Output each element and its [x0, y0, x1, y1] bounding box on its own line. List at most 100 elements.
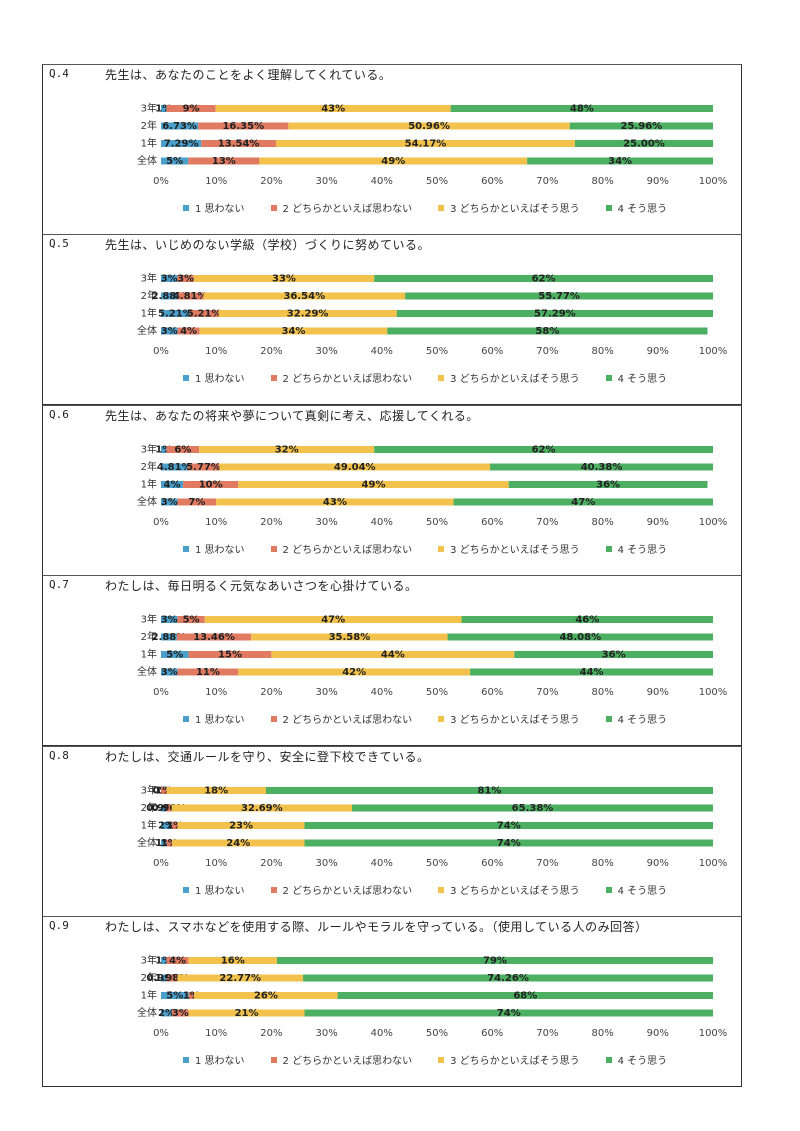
bar-segment — [177, 974, 304, 982]
data-label: 5.77% — [186, 462, 221, 473]
bar-segment — [238, 481, 509, 488]
bar-segment — [161, 446, 167, 453]
question-number: Q.7 — [49, 578, 69, 591]
x-tick-label: 60% — [481, 858, 503, 869]
data-label: 25.96% — [621, 121, 663, 132]
bar-segment — [161, 463, 188, 471]
legend-label: 2 どちらかといえば思わない — [282, 374, 413, 385]
bar-segment — [304, 822, 713, 829]
x-tick-label: 90% — [647, 346, 669, 357]
legend: 1 思わない 2 どちらかといえば思わない 3 どちらかといえばそう思う 4 そう思う — [183, 882, 693, 897]
legend-item: 3 どちらかといえばそう思う — [438, 541, 580, 556]
bar-segment — [166, 787, 266, 794]
bar-segment — [201, 140, 276, 147]
bar-segment — [161, 633, 177, 641]
legend-swatch — [605, 715, 612, 722]
data-label: 49% — [362, 480, 386, 491]
data-label: 40.38% — [581, 462, 623, 473]
question-number: Q.8 — [49, 749, 69, 762]
data-label: 1% — [155, 445, 172, 456]
data-label: 24% — [226, 838, 250, 849]
legend-item: 3 どちらかといえばそう思う — [438, 711, 580, 726]
question-panel: Q.8 わたしは、交通ルールを守り、安全に登下校できている。 3年 0% 1% 18% 81… — [42, 746, 742, 917]
x-tick-label: 10% — [205, 1028, 227, 1039]
data-label: 62% — [532, 274, 556, 285]
stacked-bar-chart: 3年 3% 3% 33% 62%2年2.88%4.81% 36.54% 55.77%1年 5.… — [137, 272, 728, 358]
data-label: 3% — [161, 274, 178, 285]
bar-segment — [352, 804, 713, 812]
bar-segment — [569, 122, 713, 130]
x-tick-label: 10% — [205, 517, 227, 528]
question-number: Q.4 — [49, 67, 69, 80]
question-panel: Q.6 先生は、あなたの将来や夢について真剣に考え、応援してくれる。 3年 1% 6% 3… — [42, 405, 742, 576]
x-tick-label: 100% — [699, 858, 728, 869]
x-tick-label: 60% — [481, 176, 503, 187]
data-label: 34% — [282, 326, 306, 337]
data-label: 48.08% — [559, 632, 601, 643]
data-label: 15% — [218, 650, 242, 661]
legend-label: 4 そう思う — [617, 886, 668, 897]
x-tick-label: 100% — [699, 176, 728, 187]
data-label: 49.04% — [334, 462, 376, 473]
bar-segment — [161, 498, 178, 506]
question-number: Q.6 — [49, 408, 69, 421]
bar-segment — [508, 481, 708, 488]
x-tick-label: 100% — [699, 346, 728, 357]
question-title: わたしは、毎日明るく元気なあいさつを心掛けている。 — [105, 579, 418, 593]
data-label: 3% — [161, 326, 178, 337]
data-label: 4.81% — [157, 462, 192, 473]
bar-segment — [199, 446, 375, 453]
bar-segment — [161, 957, 167, 964]
x-tick-label: 80% — [591, 346, 613, 357]
legend-item: 4 そう思う — [605, 370, 667, 385]
bar-segment — [161, 992, 189, 999]
legend-item: 1 思わない — [183, 541, 245, 556]
data-label: 44% — [381, 650, 405, 661]
bar-segment — [176, 292, 204, 300]
bar-segment — [304, 839, 713, 847]
bar-segment — [447, 633, 713, 641]
x-tick-label: 50% — [426, 346, 448, 357]
question-panel: Q.7 わたしは、毎日明るく元気なあいさつを心掛けている。 3年 3% 5% 47% 46%… — [42, 575, 742, 746]
x-tick-label: 30% — [315, 346, 337, 357]
bar-segment — [161, 651, 189, 658]
category-label: 3年 — [141, 102, 157, 115]
question-panel: Q.9 わたしは、スマホなどを使用する際、ルールやモラルを守っている。（使用してい… — [42, 916, 742, 1087]
bar-segment — [166, 804, 172, 812]
legend-swatch — [438, 1056, 445, 1063]
bar-segment — [259, 157, 528, 165]
data-label: 3% — [172, 1008, 189, 1019]
x-tick-label: 30% — [315, 176, 337, 187]
bar-segment — [177, 275, 194, 282]
legend-item: 2 どちらかといえば思わない — [270, 370, 413, 385]
category-label: 1年 — [141, 648, 157, 661]
bar-segment — [275, 140, 575, 147]
legend-item: 4 そう思う — [605, 200, 667, 215]
x-tick-label: 50% — [426, 176, 448, 187]
data-label: 5% — [166, 991, 183, 1002]
bar-segment — [161, 616, 178, 623]
legend-label: 2 どちらかといえば思わない — [282, 886, 413, 897]
legend: 1 思わない 2 どちらかといえば思わない 3 どちらかといえばそう思う 4 そう思う — [183, 711, 693, 726]
legend-item: 4 そう思う — [605, 541, 667, 556]
x-tick-label: 0% — [153, 687, 169, 698]
legend-label: 1 思わない — [195, 545, 245, 556]
bar-segment — [188, 957, 277, 964]
data-label: 79% — [483, 956, 507, 967]
x-tick-label: 100% — [699, 687, 728, 698]
bar-segment — [166, 105, 216, 112]
bar-segment — [251, 633, 448, 641]
data-label: 2.88% — [152, 291, 187, 302]
data-label: 11% — [196, 667, 220, 678]
legend-swatch — [183, 886, 189, 893]
legend-label: 4 そう思う — [617, 1056, 668, 1067]
x-tick-label: 60% — [481, 517, 503, 528]
x-tick-label: 60% — [481, 687, 503, 698]
legend-swatch — [270, 204, 277, 211]
x-tick-label: 50% — [426, 517, 448, 528]
legend-item: 4 そう思う — [605, 882, 668, 897]
bar-segment — [166, 839, 173, 847]
data-label: 48% — [570, 104, 594, 115]
bar-segment — [450, 105, 713, 112]
legend-label: 2 どちらかといえば思わない — [282, 545, 413, 556]
